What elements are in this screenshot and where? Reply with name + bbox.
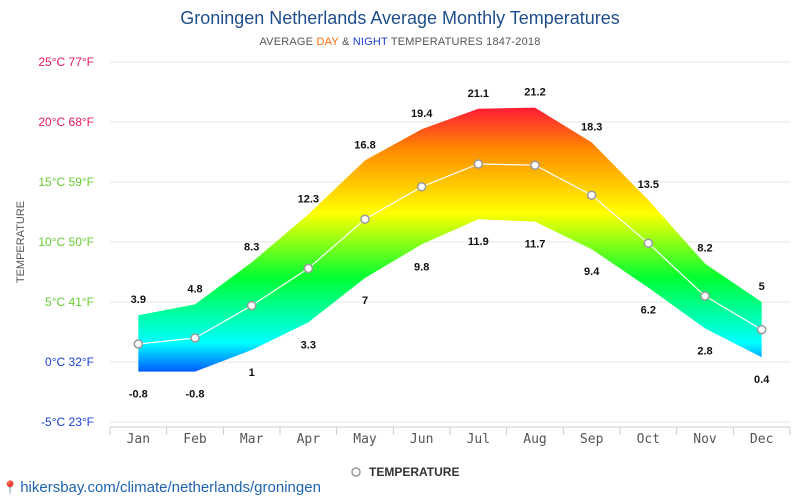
day-value-label: 18.3 bbox=[581, 121, 602, 133]
average-point bbox=[530, 160, 540, 170]
subtitle-suffix: TEMPERATURES 1847-2018 bbox=[387, 36, 541, 48]
y-tick-label: 10°C 50°F bbox=[38, 235, 94, 249]
source-link[interactable]: 📍 hikersbay.com/climate/netherlands/groni… bbox=[2, 479, 321, 496]
x-tick-label: Oct bbox=[637, 432, 660, 447]
subtitle-day-word: DAY bbox=[316, 36, 339, 48]
average-point bbox=[360, 214, 370, 224]
x-tick-label: Jan bbox=[127, 432, 150, 447]
average-line bbox=[138, 163, 762, 345]
map-pin-icon: 📍 bbox=[2, 480, 19, 495]
y-tick-label: 0°C 32°F bbox=[45, 355, 94, 369]
night-value-label: 6.2 bbox=[641, 305, 656, 317]
x-tick-label: Dec bbox=[750, 432, 773, 447]
legend-marker bbox=[351, 467, 361, 477]
average-point bbox=[246, 300, 257, 311]
average-point bbox=[190, 333, 200, 343]
y-tick-label: -5°C 23°F bbox=[41, 415, 94, 429]
night-value-label: -0.8 bbox=[186, 389, 205, 401]
x-tick-label: Feb bbox=[183, 432, 207, 447]
y-tick-label: 20°C 68°F bbox=[38, 115, 94, 129]
night-value-label: 0.4 bbox=[754, 374, 770, 386]
y-tick-label: 25°C 77°F bbox=[38, 55, 94, 69]
night-value-label: 9.4 bbox=[584, 266, 600, 278]
day-value-label: 4.8 bbox=[187, 283, 202, 295]
x-tick-label: Jun bbox=[410, 432, 433, 447]
day-value-label: 8.3 bbox=[244, 241, 259, 253]
night-value-label: 11.7 bbox=[525, 239, 546, 251]
day-value-label: 16.8 bbox=[354, 139, 375, 151]
y-tick-label: 15°C 59°F bbox=[38, 175, 94, 189]
day-value-label: 13.5 bbox=[638, 179, 659, 191]
average-point bbox=[473, 159, 484, 169]
night-value-label: 11.9 bbox=[468, 236, 489, 248]
day-value-label: 5 bbox=[759, 281, 765, 293]
night-value-label: 7 bbox=[362, 295, 368, 307]
average-point bbox=[700, 291, 710, 301]
day-value-label: 3.9 bbox=[131, 294, 146, 306]
x-tick-label: May bbox=[353, 432, 377, 447]
y-axis-label: TEMPERATURE bbox=[15, 201, 27, 283]
x-tick-label: Sep bbox=[580, 432, 604, 447]
average-point bbox=[586, 190, 597, 200]
source-url: hikersbay.com/climate/netherlands/gronin… bbox=[20, 479, 321, 496]
subtitle-middle: & bbox=[338, 36, 353, 48]
x-tick-label: Aug bbox=[523, 432, 546, 447]
chart-title: Groningen Netherlands Average Monthly Te… bbox=[180, 8, 620, 28]
x-tick-label: Jul bbox=[467, 432, 490, 447]
chart-subtitle: AVERAGE DAY & NIGHT TEMPERATURES 1847-20… bbox=[0, 36, 800, 48]
night-value-label: 1 bbox=[249, 367, 255, 379]
subtitle-prefix: AVERAGE bbox=[259, 36, 317, 48]
day-value-label: 12.3 bbox=[298, 193, 319, 205]
average-point bbox=[303, 263, 314, 274]
average-point bbox=[643, 238, 654, 248]
day-value-label: 19.4 bbox=[411, 108, 433, 120]
x-tick-label: Nov bbox=[693, 432, 717, 447]
day-value-label: 21.2 bbox=[524, 87, 545, 99]
x-tick-label: Apr bbox=[297, 432, 321, 447]
day-value-label: 21.1 bbox=[468, 88, 489, 100]
legend-label: TEMPERATURE bbox=[369, 465, 459, 479]
day-value-label: 8.2 bbox=[697, 243, 712, 255]
night-value-label: 9.8 bbox=[414, 261, 429, 273]
subtitle-night-word: NIGHT bbox=[352, 36, 388, 48]
average-point bbox=[416, 182, 427, 192]
x-tick-label: Mar bbox=[240, 432, 264, 447]
average-point bbox=[756, 324, 767, 335]
night-value-label: -0.8 bbox=[129, 389, 148, 401]
night-value-label: 2.8 bbox=[697, 345, 712, 357]
y-tick-label: 5°C 41°F bbox=[45, 295, 94, 309]
night-value-label: 3.3 bbox=[301, 339, 316, 351]
day-night-band bbox=[138, 107, 762, 372]
average-point bbox=[133, 339, 144, 349]
